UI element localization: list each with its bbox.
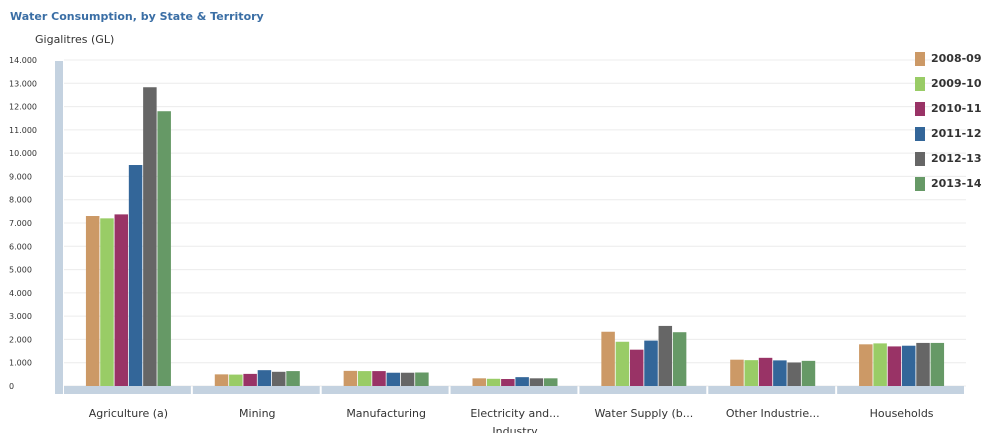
bar[interactable]	[744, 360, 759, 386]
bar[interactable]	[773, 360, 787, 386]
x-axis-band-segment	[708, 386, 836, 394]
bar[interactable]	[901, 345, 916, 386]
y-axis-label: Gigalitres (GL)	[35, 33, 114, 46]
bar[interactable]	[472, 378, 487, 386]
bar[interactable]	[257, 370, 272, 386]
y-tick-label: 9.000	[9, 172, 32, 181]
y-tick-label: 0	[9, 382, 14, 391]
legend-swatch	[915, 51, 925, 66]
y-tick-label: 14.000	[9, 56, 37, 65]
y-tick-label: 11.000	[9, 126, 37, 135]
x-axis-label: Industry	[492, 425, 538, 433]
bar[interactable]	[644, 340, 658, 386]
legend-item[interactable]: 2012-13	[915, 146, 982, 171]
bar[interactable]	[243, 373, 257, 386]
legend-swatch	[915, 126, 925, 141]
bar[interactable]	[658, 325, 673, 386]
legend-item[interactable]: 2011-12	[915, 121, 982, 146]
y-tick-label: 2.000	[9, 335, 32, 344]
bar[interactable]	[801, 360, 816, 386]
bar[interactable]	[916, 342, 930, 386]
x-tick-label: Mining	[239, 407, 276, 420]
bar[interactable]	[486, 378, 501, 386]
y-tick-label: 4.000	[9, 289, 32, 298]
x-tick-label: Manufacturing	[346, 407, 426, 420]
bar[interactable]	[157, 111, 171, 386]
bar[interactable]	[415, 372, 429, 386]
bar[interactable]	[930, 342, 945, 386]
legend-item[interactable]: 2013-14	[915, 171, 982, 196]
legend-label: 2013-14	[931, 177, 982, 190]
bar[interactable]	[143, 87, 157, 386]
x-axis-band-segment	[450, 386, 578, 394]
bar[interactable]	[529, 378, 544, 386]
bar[interactable]	[357, 371, 372, 386]
bar[interactable]	[629, 349, 644, 386]
x-axis-band-segment	[321, 386, 449, 394]
y-tick-label: 6.000	[9, 242, 32, 251]
y-tick-label: 1.000	[9, 359, 32, 368]
bar[interactable]	[758, 357, 773, 386]
bar[interactable]	[859, 344, 873, 386]
bar[interactable]	[343, 370, 358, 386]
bar[interactable]	[501, 379, 515, 386]
y-tick-label: 5.000	[9, 266, 32, 275]
legend-swatch	[915, 76, 925, 91]
bar[interactable]	[672, 332, 687, 386]
y-tick-label: 12.000	[9, 103, 37, 112]
bar[interactable]	[730, 359, 744, 386]
y-tick-label: 3.000	[9, 312, 32, 321]
y-axis-band	[55, 61, 63, 394]
x-axis-band-segment	[64, 386, 191, 394]
bar[interactable]	[372, 371, 386, 386]
legend: 2008-09 2009-10 2010-11 2011-12 2012-13 2013-…	[915, 46, 982, 196]
bar[interactable]	[544, 378, 558, 386]
bar[interactable]	[214, 374, 229, 386]
bar[interactable]	[271, 371, 286, 386]
x-axis-band-segment	[837, 386, 964, 394]
x-axis-band-segment	[192, 386, 320, 394]
legend-label: 2011-12	[931, 127, 982, 140]
y-tick-label: 10.000	[9, 149, 37, 158]
bar[interactable]	[128, 165, 143, 386]
bar[interactable]	[887, 346, 902, 386]
bar[interactable]	[286, 371, 300, 386]
bar[interactable]	[873, 343, 887, 386]
bar[interactable]	[601, 331, 615, 386]
bar[interactable]	[100, 218, 114, 386]
legend-item[interactable]: 2008-09	[915, 46, 982, 71]
bar[interactable]	[787, 362, 801, 386]
legend-label: 2010-11	[931, 102, 982, 115]
legend-label: 2012-13	[931, 152, 982, 165]
bar[interactable]	[114, 214, 129, 386]
x-tick-label: Agriculture (a)	[89, 407, 168, 420]
x-tick-label: Electricity and...	[470, 407, 559, 420]
legend-item[interactable]: 2010-11	[915, 96, 982, 121]
y-tick-label: 7.000	[9, 219, 32, 228]
legend-swatch	[915, 151, 925, 166]
legend-swatch	[915, 176, 925, 191]
x-axis-band-segment	[579, 386, 707, 394]
bar[interactable]	[386, 372, 401, 386]
legend-label: 2009-10	[931, 77, 982, 90]
bar[interactable]	[229, 374, 243, 386]
x-tick-label: Households	[870, 407, 934, 420]
bar[interactable]	[515, 377, 529, 386]
y-tick-label: 13.000	[9, 79, 37, 88]
legend-label: 2008-09	[931, 52, 982, 65]
x-tick-label: Water Supply (b...	[594, 407, 693, 420]
bar[interactable]	[615, 341, 630, 386]
bar[interactable]	[400, 372, 415, 386]
x-tick-label: Other Industrie...	[726, 407, 820, 420]
legend-item[interactable]: 2009-10	[915, 71, 982, 96]
legend-swatch	[915, 101, 925, 116]
chart-title: Water Consumption, by State & Territory	[10, 10, 264, 23]
bar[interactable]	[85, 216, 100, 386]
y-tick-label: 8.000	[9, 196, 32, 205]
